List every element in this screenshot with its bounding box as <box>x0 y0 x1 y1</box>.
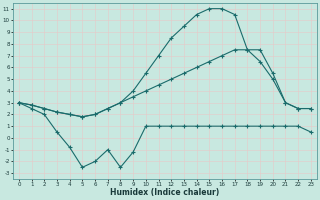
X-axis label: Humidex (Indice chaleur): Humidex (Indice chaleur) <box>110 188 220 197</box>
